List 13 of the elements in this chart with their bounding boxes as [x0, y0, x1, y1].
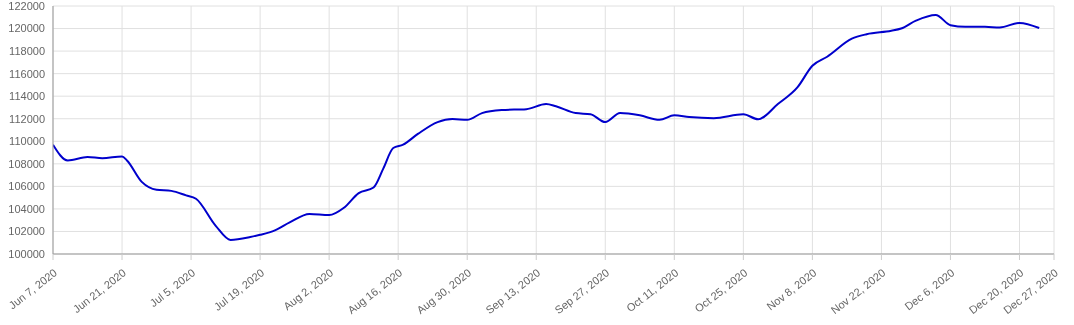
y-tick-label: 120000: [8, 22, 45, 35]
y-tick-label: 106000: [8, 180, 45, 193]
y-tick-label: 102000: [8, 225, 45, 238]
y-tick-label: 122000: [8, 0, 45, 12]
line-series: [53, 14, 1041, 241]
y-tick-label: 112000: [9, 112, 45, 125]
y-tick-label: 108000: [8, 157, 45, 170]
y-tick-label: 118000: [9, 45, 45, 57]
y-tick-label: 104000: [8, 202, 45, 215]
y-tick-label: 114000: [9, 90, 45, 103]
y-tick-label: 116000: [9, 67, 45, 80]
y-tick-label: 100000: [8, 247, 45, 260]
y-tick-label: 110000: [9, 135, 45, 148]
